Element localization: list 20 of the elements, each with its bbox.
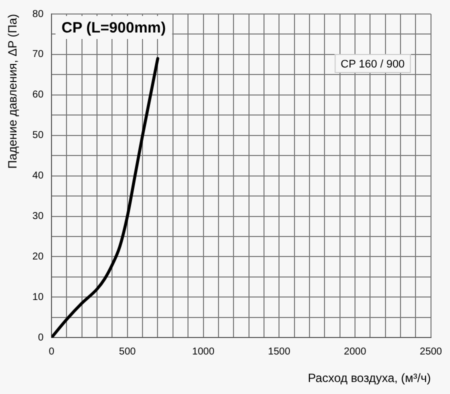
y-tick-label: 40 xyxy=(32,170,44,182)
x-tick-label: 0 xyxy=(48,346,55,358)
y-tick-label: 70 xyxy=(32,49,44,60)
y-tick-label: 0 xyxy=(38,332,44,344)
y-tick-label: 80 xyxy=(32,8,44,20)
chart-title: CP (L=900mm) xyxy=(62,20,166,37)
y-tick-label: 20 xyxy=(32,251,44,262)
y-tick-label: 60 xyxy=(32,90,44,101)
y-tick-label: 10 xyxy=(32,292,44,303)
y-axis-title: Падение давления, ΔP (Па) xyxy=(6,14,20,169)
x-tick-label: 500 xyxy=(119,346,136,358)
x-tick-label: 1500 xyxy=(268,346,291,358)
line-series xyxy=(52,56,160,338)
y-tick-label: 30 xyxy=(32,211,44,222)
x-tick-label: 1000 xyxy=(192,346,215,358)
x-axis-title: Расход воздуха, (м³/ч) xyxy=(308,371,431,386)
x-tick-label: 2000 xyxy=(344,346,367,358)
y-tick-label: 50 xyxy=(32,130,44,142)
x-tick-label: 2500 xyxy=(420,346,442,358)
text: CP 160 / 900 xyxy=(340,58,405,71)
